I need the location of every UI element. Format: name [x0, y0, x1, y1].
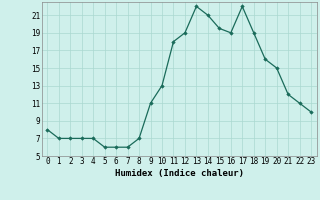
- X-axis label: Humidex (Indice chaleur): Humidex (Indice chaleur): [115, 169, 244, 178]
